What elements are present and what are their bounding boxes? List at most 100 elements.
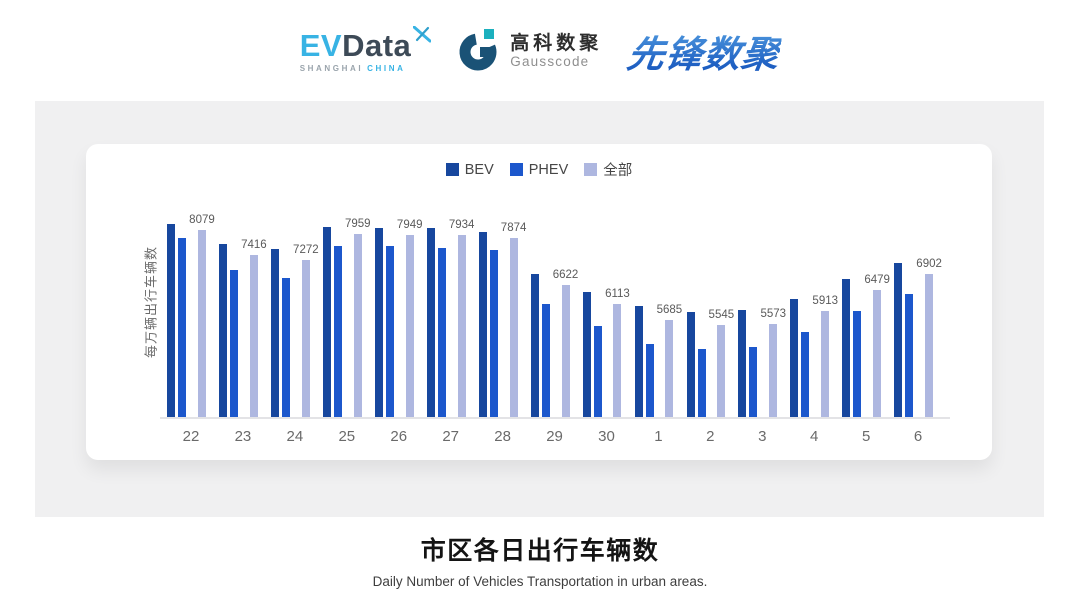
bar-slot-bev-25: [322, 227, 331, 417]
bar-bev-23: [219, 244, 228, 417]
gausscode-en-text: Gausscode: [510, 54, 590, 70]
bar-all-26: [405, 235, 414, 417]
legend-swatch-all: [584, 163, 598, 176]
legend-swatch-phev: [509, 163, 523, 176]
bar-group-1: 5685 1: [632, 214, 684, 445]
x-tick-5: 5: [861, 428, 871, 445]
x-tick-27: 27: [442, 428, 459, 445]
bar-all-4: [821, 311, 830, 417]
legend-label-phev: PHEV: [528, 161, 569, 178]
x-tick-22: 22: [182, 428, 200, 445]
value-label-25: 7959: [344, 218, 371, 230]
bar-slot-all-6: 6902: [916, 258, 942, 417]
bar-phev-22: [178, 238, 187, 417]
value-label-30: 6113: [605, 288, 630, 300]
bar-group-25: 7959 25: [321, 214, 373, 445]
legend-label-all: 全部: [603, 163, 633, 179]
value-label-24: 7272: [293, 244, 319, 256]
legend-swatch-bev: [445, 163, 459, 176]
bar-slot-phev-29: [541, 304, 550, 417]
value-label-27: 7934: [448, 219, 475, 231]
bar-bev-3: [738, 310, 747, 417]
legend-item-all[interactable]: 全部: [584, 159, 632, 180]
bar-bev-30: [583, 292, 592, 417]
bar-slot-all-22: 8079: [189, 214, 215, 417]
x-tick-25: 25: [338, 428, 356, 445]
bar-phev-24: [282, 278, 291, 417]
bar-slot-bev-30: [583, 292, 592, 417]
bar-all-25: [353, 234, 362, 417]
bar-all-1: [665, 320, 674, 417]
value-label-22: 8079: [189, 214, 215, 226]
bar-all-29: [561, 285, 570, 417]
chart-panel: BEV PHEV 全部 每万辆出行车辆数 8079 22 7416 23 7272 24 795…: [35, 101, 1044, 517]
bar-slot-phev-5: [853, 311, 862, 417]
bar-slot-phev-26: [385, 246, 394, 417]
bar-slot-bev-3: [738, 310, 747, 417]
x-tick-24: 24: [286, 428, 304, 445]
bar-phev-4: [801, 332, 810, 417]
bar-slot-phev-3: [749, 347, 758, 417]
value-label-2: 5545: [708, 309, 735, 321]
value-label-29: 6622: [552, 269, 579, 281]
bar-all-22: [197, 230, 206, 417]
gausscode-text: 高科数聚 Gausscode: [510, 33, 602, 70]
bar-phev-28: [489, 250, 498, 417]
x-tick-4: 4: [810, 428, 819, 445]
value-label-26: 7949: [396, 219, 423, 231]
bar-slot-phev-28: [489, 250, 498, 417]
bar-phev-27: [437, 248, 446, 417]
x-tick-2: 2: [706, 428, 715, 445]
x-tick-26: 26: [390, 428, 408, 445]
bar-group-4: 5913 4: [788, 214, 840, 445]
bar-slot-phev-6: [905, 294, 914, 417]
bar-bev-28: [478, 232, 487, 417]
bar-all-3: [769, 324, 778, 417]
bar-slot-all-1: 5685: [657, 304, 682, 417]
bar-slot-all-28: 7874: [500, 222, 527, 417]
value-label-4: 5913: [812, 295, 839, 307]
value-label-3: 5573: [760, 308, 787, 320]
bar-bev-4: [790, 299, 799, 417]
bar-slot-phev-24: [282, 278, 291, 417]
bar-group-24: 7272 24: [269, 214, 321, 445]
pioneer-logo: 先锋数聚: [624, 24, 784, 78]
bar-slot-phev-23: [230, 270, 239, 417]
bar-slot-phev-27: [437, 248, 446, 417]
bar-all-27: [457, 235, 466, 417]
bar-group-5: 6479 5: [840, 214, 892, 445]
bar-slot-phev-30: [594, 326, 603, 417]
evdata-data-text: Data: [342, 27, 412, 63]
y-axis-title: 每万辆出行车辆数: [143, 245, 159, 359]
x-tick-28: 28: [494, 428, 511, 445]
header-logos: EV Data SHANGHAI CHINA: [0, 22, 1080, 80]
x-tick-1: 1: [654, 428, 663, 445]
x-tick-6: 6: [913, 428, 923, 445]
value-label-6: 6902: [916, 258, 942, 270]
bar-all-30: [613, 304, 622, 417]
bar-phev-30: [594, 326, 603, 417]
bar-bev-27: [426, 228, 435, 417]
x-tick-30: 30: [598, 428, 615, 445]
bar-slot-bev-29: [530, 274, 539, 417]
bar-slot-all-5: 6479: [864, 274, 890, 417]
bar-all-5: [873, 290, 882, 417]
bar-slot-phev-4: [801, 332, 810, 417]
bar-phev-5: [853, 311, 862, 417]
legend-item-phev[interactable]: PHEV: [509, 159, 569, 180]
chart-subtitle: Daily Number of Vehicles Transportation …: [372, 574, 708, 589]
bar-group-3: 5573 3: [736, 214, 788, 445]
evdata-star-icon: [412, 25, 432, 48]
value-label-28: 7874: [500, 222, 527, 234]
bar-slot-all-2: 5545: [708, 309, 735, 417]
bar-phev-6: [905, 294, 914, 417]
bar-group-6: 6902 6: [892, 214, 944, 445]
bar-slot-bev-28: [478, 232, 487, 417]
bar-all-2: [717, 325, 726, 417]
legend-item-bev[interactable]: BEV: [445, 159, 494, 180]
evdata-ev-text: EV: [299, 27, 343, 63]
bar-all-28: [509, 238, 518, 417]
bar-slot-bev-4: [790, 299, 799, 417]
gausscode-mark-icon: [457, 26, 501, 77]
bar-slot-all-4: 5913: [812, 295, 838, 417]
